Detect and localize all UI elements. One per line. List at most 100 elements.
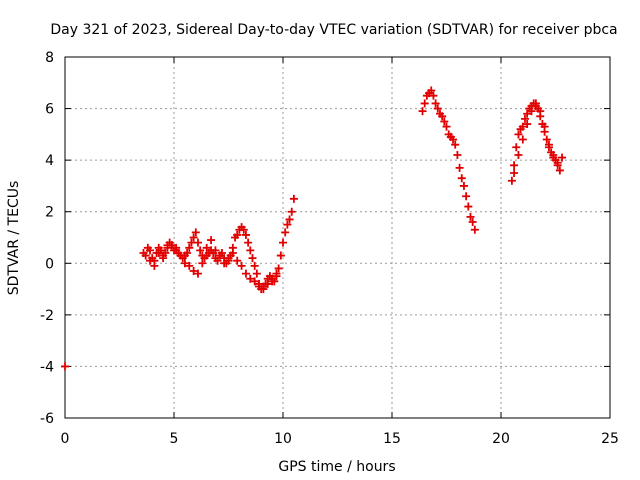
data-point — [263, 279, 272, 288]
y-tick-label: -2 — [40, 308, 54, 324]
data-point — [61, 362, 69, 371]
data-point — [185, 243, 194, 252]
data-point — [518, 122, 527, 131]
data-point — [180, 259, 189, 268]
data-point — [523, 120, 532, 129]
data-point — [189, 267, 198, 276]
data-point — [289, 194, 298, 203]
x-tick-label: 10 — [274, 431, 292, 447]
data-point — [163, 243, 172, 252]
data-point — [518, 135, 527, 144]
data-point — [468, 218, 477, 227]
data-point — [220, 259, 229, 268]
data-point — [427, 86, 436, 95]
data-point — [154, 248, 163, 257]
data-point — [510, 161, 519, 170]
data-point — [167, 241, 176, 250]
data-point — [233, 256, 242, 265]
y-tick-label: 4 — [45, 153, 54, 169]
data-point — [189, 233, 198, 242]
data-point — [250, 277, 259, 286]
data-point — [241, 230, 250, 239]
data-point — [555, 166, 564, 175]
data-points — [61, 86, 567, 371]
data-point — [207, 236, 216, 245]
data-point — [196, 246, 205, 255]
data-point — [211, 246, 220, 255]
y-tick-label: -4 — [40, 359, 54, 375]
data-point — [449, 135, 458, 144]
data-point — [527, 107, 536, 116]
data-point — [285, 215, 294, 224]
data-point — [433, 104, 442, 113]
data-point — [462, 192, 471, 201]
data-point — [542, 135, 551, 144]
data-point — [255, 282, 264, 291]
data-point — [520, 114, 529, 123]
data-point — [510, 169, 519, 178]
data-point — [549, 153, 558, 162]
data-point — [159, 254, 168, 263]
x-axis-label: GPS time / hours — [278, 459, 395, 475]
plot-frame — [64, 56, 611, 419]
data-point — [272, 269, 281, 278]
data-point — [544, 140, 553, 149]
y-axis-label: SDTVAR / TECUs — [6, 181, 22, 296]
data-point — [246, 274, 255, 283]
data-point — [540, 122, 549, 131]
data-point — [279, 238, 287, 247]
data-point — [185, 261, 194, 270]
data-point — [440, 117, 449, 126]
data-point — [283, 220, 292, 229]
data-point — [244, 238, 253, 247]
data-point — [429, 91, 438, 100]
data-point — [514, 130, 523, 139]
data-point — [442, 122, 451, 131]
data-point — [202, 243, 211, 252]
data-point — [193, 238, 202, 247]
data-point — [176, 251, 185, 260]
data-point — [146, 256, 155, 265]
grid — [65, 57, 610, 418]
x-axis-ticks: 0 5 10 15 20 25 — [61, 57, 619, 447]
data-point — [281, 228, 290, 237]
data-point — [438, 112, 447, 121]
data-point — [455, 163, 464, 172]
data-point — [268, 277, 277, 286]
data-point — [215, 251, 224, 260]
data-point — [420, 99, 429, 108]
data-point — [237, 261, 246, 270]
y-tick-label: 8 — [45, 50, 54, 66]
data-point — [512, 143, 521, 152]
data-point — [553, 158, 562, 167]
data-point — [464, 202, 473, 211]
data-point — [459, 181, 468, 190]
data-point — [191, 228, 200, 237]
data-point — [259, 285, 268, 294]
data-point — [239, 225, 248, 234]
y-tick-label: 2 — [45, 205, 54, 221]
data-point — [224, 254, 233, 263]
x-tick-label: 20 — [492, 431, 510, 447]
data-point — [287, 207, 296, 216]
data-point — [183, 248, 192, 257]
x-tick-label: 0 — [61, 431, 70, 447]
data-point — [150, 261, 159, 270]
data-point — [558, 153, 567, 162]
data-point — [523, 109, 532, 118]
data-point — [514, 150, 523, 159]
data-point — [228, 248, 237, 257]
data-point — [276, 251, 285, 260]
data-point — [274, 264, 283, 273]
data-point — [466, 212, 475, 221]
data-point — [213, 256, 222, 265]
data-point — [470, 225, 479, 234]
data-point — [241, 269, 250, 278]
data-point — [418, 107, 427, 116]
data-point — [193, 269, 202, 278]
data-point — [248, 254, 257, 263]
data-point — [453, 150, 462, 159]
x-tick-label: 5 — [170, 431, 179, 447]
data-point — [431, 99, 440, 108]
